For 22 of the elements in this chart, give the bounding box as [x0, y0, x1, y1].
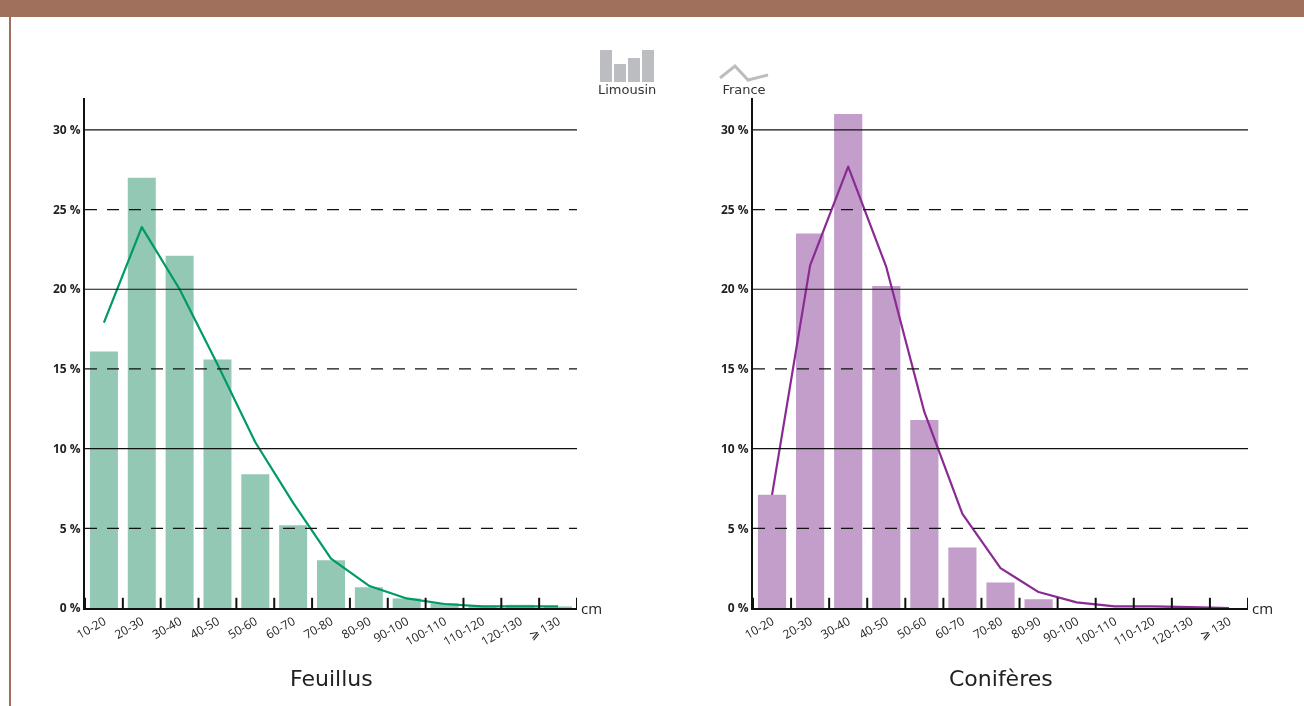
y-tick-label: 5 % — [727, 519, 749, 537]
x-axis-title: cm — [581, 598, 603, 618]
y-tick-label: 5 % — [59, 519, 81, 537]
y-tick-label: 30 % — [720, 121, 749, 139]
y-tick-label: 0 % — [59, 599, 81, 617]
y-tick-label: 0 % — [727, 599, 749, 617]
text: Limousin — [598, 82, 657, 97]
y-tick-label: 20 % — [52, 280, 81, 298]
y-tick-label: 10 % — [52, 439, 81, 457]
text: France — [721, 82, 767, 97]
y-tick-label: 10 % — [720, 439, 749, 457]
x-axis-title: cm — [1252, 598, 1274, 618]
y-tick-label: 30 % — [52, 121, 81, 139]
y-tick-label: 15 % — [52, 360, 81, 378]
text: Conifères — [949, 666, 1053, 691]
y-tick-label: 25 % — [52, 200, 81, 218]
y-tick-label: 15 % — [720, 360, 749, 378]
x-tick-label: ⩾ 130 — [525, 612, 564, 644]
text: Feuillus — [290, 666, 373, 691]
y-tick-label: 20 % — [720, 280, 749, 298]
y-tick-label: 25 % — [720, 200, 749, 218]
x-tick-label: ⩾ 130 — [1196, 612, 1235, 644]
